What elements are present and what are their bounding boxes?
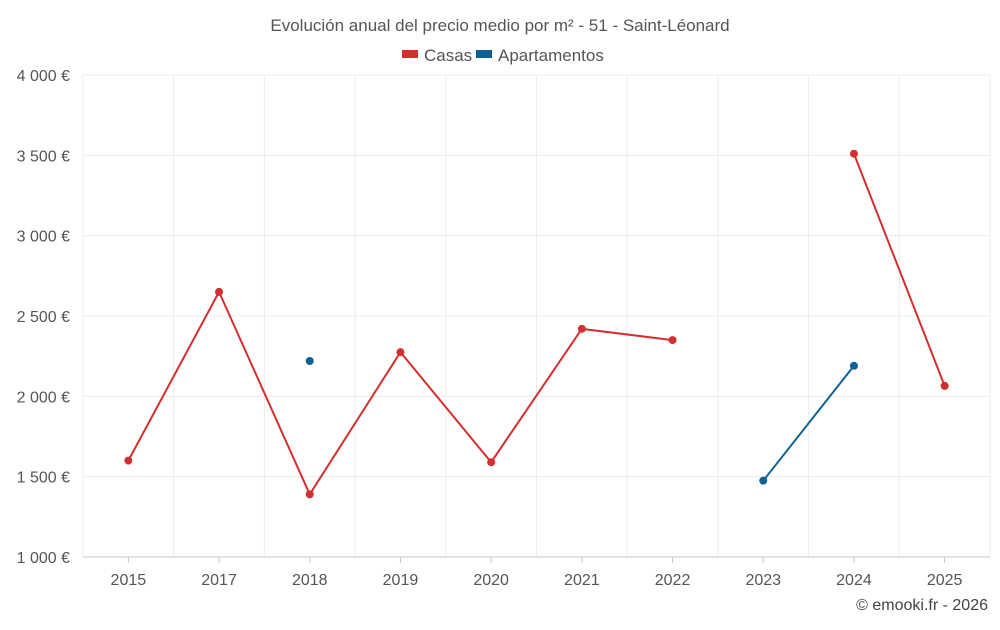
series-line-casas [127, 290, 673, 496]
y-tick-label: 1 000 € [17, 550, 70, 567]
x-tick-label: 2023 [745, 572, 781, 589]
x-tick-label: 2018 [292, 572, 328, 589]
x-tick-label: 2021 [564, 572, 600, 589]
legend-swatch [476, 50, 492, 58]
y-tick-label: 2 000 € [17, 389, 70, 406]
x-tick-label: 2025 [927, 572, 963, 589]
data-point-apartamentos[interactable] [759, 476, 768, 485]
series-apartamentos [305, 356, 858, 485]
data-point-casas[interactable] [487, 458, 496, 467]
series-casas [124, 149, 949, 499]
x-tick-label: 2015 [111, 572, 147, 589]
legend-label: Casas [424, 46, 472, 65]
credit-text: © emooki.fr - 2026 [856, 597, 988, 614]
legend-swatch [402, 50, 418, 58]
legend-item-casas[interactable]: Casas [402, 46, 472, 65]
data-point-casas[interactable] [849, 149, 858, 158]
legend-label: Apartamentos [498, 46, 604, 65]
axes: 1 000 € 1 500 € 2 000 € 2 500 € 3 000 € 3 500… [17, 68, 990, 589]
data-point-casas[interactable] [577, 324, 586, 333]
data-point-casas[interactable] [305, 490, 314, 499]
series-line-casas [853, 153, 946, 387]
y-tick-label: 2 500 € [17, 309, 70, 326]
x-tick-label: 2017 [201, 572, 237, 589]
data-point-apartamentos[interactable] [849, 361, 858, 370]
grid [82, 74, 991, 557]
x-tick-label: 2022 [655, 572, 691, 589]
data-point-casas[interactable] [668, 336, 677, 345]
chart-title: Evolución anual del precio medio por m² … [270, 16, 729, 35]
data-point-casas[interactable] [124, 456, 133, 465]
data-point-casas[interactable] [215, 287, 224, 296]
legend: Casas Apartamentos [402, 46, 604, 65]
data-point-casas[interactable] [396, 348, 405, 357]
y-tick-label: 1 500 € [17, 470, 70, 487]
x-tick-label: 2019 [383, 572, 419, 589]
x-tick-label: 2020 [473, 572, 509, 589]
data-point-casas[interactable] [940, 381, 949, 390]
data-point-apartamentos[interactable] [305, 356, 314, 365]
y-tick-label: 3 000 € [17, 229, 70, 246]
legend-item-apartamentos[interactable]: Apartamentos [476, 46, 604, 65]
y-tick-label: 4 000 € [17, 68, 70, 85]
series-layer [124, 149, 949, 499]
series-line-apartamentos [762, 365, 855, 482]
x-tick-label: 2024 [836, 572, 872, 589]
y-tick-label: 3 500 € [17, 148, 70, 165]
